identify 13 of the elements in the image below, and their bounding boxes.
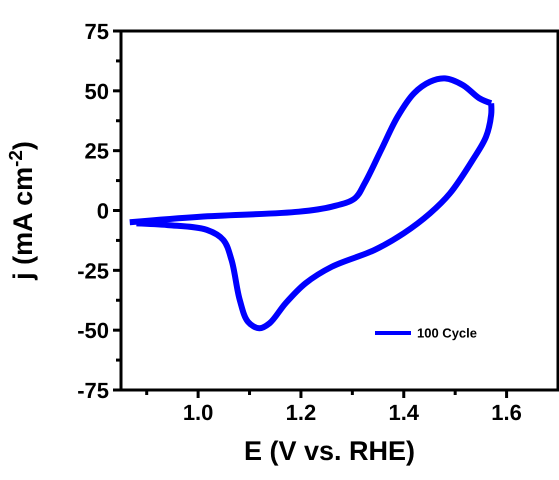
- y-tick-label: -25: [77, 258, 109, 284]
- x-tick-label: 1.2: [286, 400, 316, 425]
- x-tick-label: 1.0: [182, 400, 214, 425]
- y-tick-label: -50: [77, 318, 109, 344]
- y-tick-label: 0: [96, 198, 109, 224]
- legend-label: 100 Cycle: [417, 326, 477, 340]
- x-axis-title: E (V vs. RHE): [244, 436, 416, 466]
- x-tick-label: 1.4: [388, 400, 420, 425]
- y-tick-label: 25: [84, 138, 109, 164]
- y-tick-label: 75: [84, 19, 109, 44]
- y-tick-label: -75: [77, 378, 109, 403]
- x-tick-label: 1.6: [491, 400, 522, 425]
- y-tick-label: 50: [84, 78, 109, 104]
